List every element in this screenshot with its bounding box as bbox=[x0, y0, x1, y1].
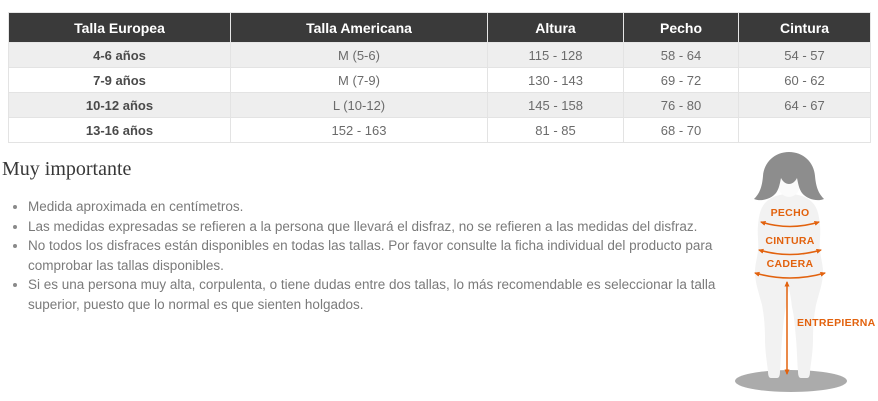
table-row: 10-12 años L (10-12) 145 - 158 76 - 80 6… bbox=[8, 92, 871, 118]
table-row: 7-9 años M (7-9) 130 - 143 69 - 72 60 - … bbox=[8, 67, 871, 93]
cell-pecho: 68 - 70 bbox=[623, 117, 739, 143]
figure-hair bbox=[754, 152, 824, 201]
cell-cintura: 54 - 57 bbox=[738, 42, 871, 68]
floor-shadow bbox=[735, 370, 847, 392]
notes-heading: Muy importante bbox=[2, 158, 132, 180]
column-header-talla-americana: Talla Americana bbox=[230, 12, 488, 43]
cell-cintura bbox=[738, 117, 871, 143]
cell-altura: 130 - 143 bbox=[487, 67, 624, 93]
cell-altura: 81 - 85 bbox=[487, 117, 624, 143]
cell-cintura: 64 - 67 bbox=[738, 92, 871, 118]
column-header-altura: Altura bbox=[487, 12, 624, 43]
cadera-arrow bbox=[754, 271, 826, 279]
cell-cintura: 60 - 62 bbox=[738, 67, 871, 93]
column-header-cintura: Cintura bbox=[738, 12, 871, 43]
column-header-talla-europea: Talla Europea bbox=[8, 12, 231, 43]
note-item: Medida aproximada en centímetros. bbox=[28, 197, 732, 217]
cell-talla-europea: 7-9 años bbox=[8, 67, 231, 93]
note-item: Si es una persona muy alta, corpulenta, … bbox=[28, 275, 732, 314]
figure-body bbox=[755, 194, 823, 378]
cell-pecho: 69 - 72 bbox=[623, 67, 739, 93]
note-item: No todos los disfraces están disponibles… bbox=[28, 236, 732, 275]
cell-altura: 145 - 158 bbox=[487, 92, 624, 118]
table-header-row: Talla Europea Talla Americana Altura Pec… bbox=[8, 12, 871, 43]
cell-talla-europea: 10-12 años bbox=[8, 92, 231, 118]
cell-talla-europea: 13-16 años bbox=[8, 117, 231, 143]
column-header-pecho: Pecho bbox=[623, 12, 739, 43]
cadera-label: CADERA bbox=[767, 258, 814, 270]
note-item: Las medidas expresadas se refieren a la … bbox=[28, 217, 732, 237]
cell-talla-americana: M (5-6) bbox=[230, 42, 488, 68]
cintura-arrow bbox=[758, 248, 822, 256]
notes-list: Medida aproximada en centímetros. Las me… bbox=[2, 197, 732, 314]
cintura-label: CINTURA bbox=[765, 235, 814, 247]
cell-talla-americana: 152 - 163 bbox=[230, 117, 488, 143]
entrepierna-label: ENTREPIERNA bbox=[797, 317, 876, 329]
table-row: 13-16 años 152 - 163 81 - 85 68 - 70 bbox=[8, 117, 871, 143]
table-row: 4-6 años M (5-6) 115 - 128 58 - 64 54 - … bbox=[8, 42, 871, 68]
cell-pecho: 58 - 64 bbox=[623, 42, 739, 68]
size-chart-table: Talla Europea Talla Americana Altura Pec… bbox=[8, 12, 871, 143]
cell-talla-europea: 4-6 años bbox=[8, 42, 231, 68]
important-notes-section: Muy importante Medida aproximada en cent… bbox=[2, 150, 732, 314]
measurement-figure: PECHO CINTURA CADERA ENTREPIERNA bbox=[728, 150, 878, 400]
cell-pecho: 76 - 80 bbox=[623, 92, 739, 118]
cell-talla-americana: L (10-12) bbox=[230, 92, 488, 118]
cell-talla-americana: M (7-9) bbox=[230, 67, 488, 93]
cell-altura: 115 - 128 bbox=[487, 42, 624, 68]
pecho-arrow bbox=[760, 220, 820, 228]
pecho-label: PECHO bbox=[771, 207, 810, 219]
body-silhouette-figure: PECHO CINTURA CADERA ENTREPIERNA bbox=[735, 152, 876, 392]
